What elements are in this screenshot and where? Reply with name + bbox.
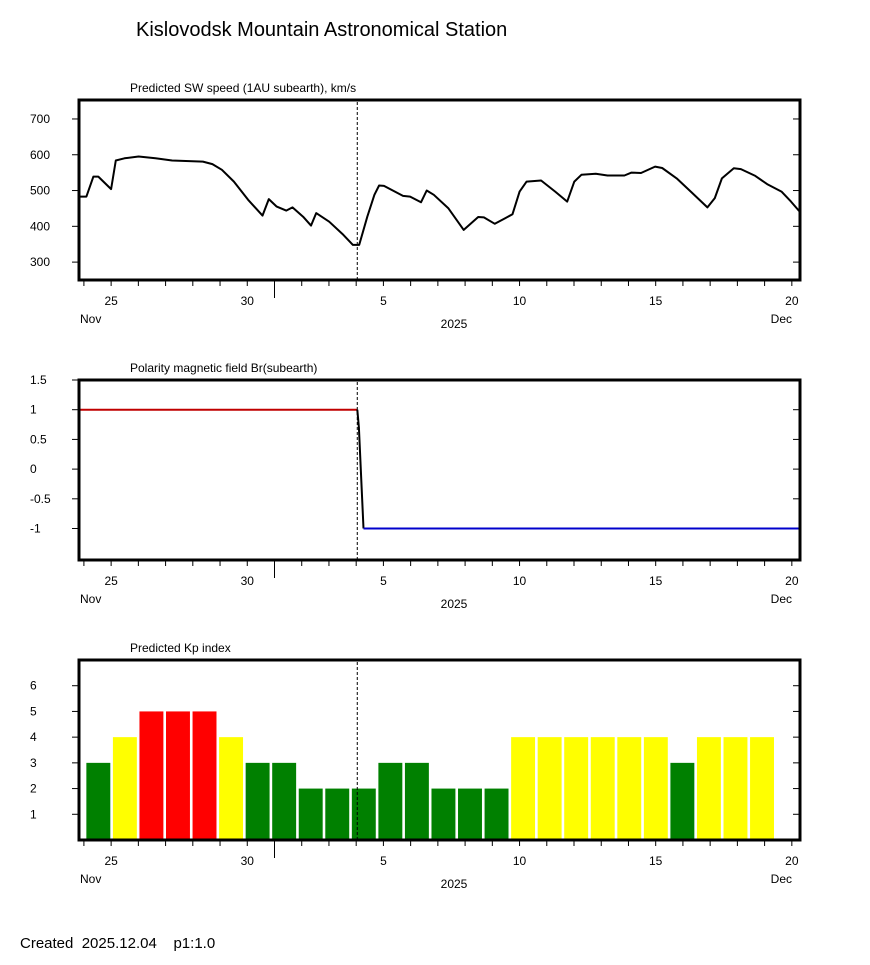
- kp-bar: [86, 762, 111, 840]
- x-tick-label: 5: [380, 574, 387, 588]
- y-tick-label: 700: [30, 112, 50, 126]
- x-tick-label: 20: [785, 854, 799, 868]
- x-tick-label: 15: [649, 854, 663, 868]
- kp-bar: [325, 788, 350, 840]
- kp-bar: [458, 788, 482, 840]
- kp-bar: [192, 711, 217, 840]
- y-tick-label: 500: [30, 184, 50, 198]
- x-tick-label: 25: [104, 294, 118, 308]
- series-line-transition: [356, 409, 365, 529]
- x-tick-label: 10: [513, 574, 527, 588]
- plot-frame: [77, 378, 802, 562]
- kp-bar: [723, 737, 748, 840]
- y-tick-label: -0.5: [30, 492, 51, 506]
- y-tick-label: 0: [30, 462, 37, 476]
- y-tick-label: -1: [30, 522, 41, 536]
- x-tick-label: 30: [241, 854, 255, 868]
- plot-frame: [77, 658, 802, 842]
- year-label: 2025: [441, 877, 468, 891]
- kp-bar: [537, 737, 562, 840]
- kp-bar: [139, 711, 164, 840]
- kp-bar: [219, 737, 244, 840]
- x-tick-label: 5: [380, 854, 387, 868]
- panel-title: Predicted Kp index: [130, 641, 231, 655]
- x-tick-label: 25: [104, 854, 118, 868]
- month-label-right: Dec: [771, 592, 792, 606]
- y-tick-label: 400: [30, 219, 50, 233]
- panel-title: Predicted SW speed (1AU subearth), km/s: [130, 81, 356, 95]
- month-label-left: Nov: [80, 592, 101, 606]
- y-tick-label: 5: [30, 704, 37, 718]
- x-tick-label: 30: [241, 294, 255, 308]
- x-tick-label: 5: [380, 294, 387, 308]
- y-tick-label: 6: [30, 679, 37, 693]
- y-tick-label: 2: [30, 782, 37, 796]
- kp-bar: [298, 788, 323, 840]
- kp-bar: [511, 737, 536, 840]
- y-tick-label: 1.5: [30, 373, 47, 387]
- kp-bar: [378, 762, 403, 840]
- kp-bar: [564, 737, 589, 840]
- month-label-left: Nov: [80, 872, 101, 886]
- kp-bar: [484, 788, 509, 840]
- created-label: Created: [20, 935, 74, 952]
- kp-bar: [431, 788, 456, 840]
- x-tick-label: 25: [104, 574, 118, 588]
- page-title: Kislovodsk Mountain Astronomical Station: [136, 19, 508, 41]
- kp-bar: [643, 737, 668, 840]
- kp-bar: [245, 762, 270, 840]
- x-tick-label: 20: [785, 294, 799, 308]
- x-tick-label: 15: [649, 294, 663, 308]
- x-tick-label: 15: [649, 574, 663, 588]
- kp-bar: [272, 762, 297, 840]
- kp-bar: [670, 762, 695, 840]
- x-tick-label: 10: [513, 294, 527, 308]
- y-tick-label: 3: [30, 756, 37, 770]
- kp-bar: [617, 737, 642, 840]
- y-tick-label: 600: [30, 148, 50, 162]
- y-tick-label: 300: [30, 255, 50, 269]
- kp-bar: [404, 762, 429, 840]
- page-info: p1:1.0: [173, 935, 216, 952]
- y-tick-label: 4: [30, 730, 37, 744]
- kp-bar: [166, 711, 190, 840]
- series-line-sw-speed: [79, 155, 801, 246]
- created-date: 2025.12.04: [81, 935, 157, 952]
- x-tick-label: 20: [785, 574, 799, 588]
- kp-bar: [351, 788, 376, 840]
- year-label: 2025: [441, 597, 468, 611]
- month-label-right: Dec: [771, 872, 792, 886]
- panel-title: Polarity magnetic field Br(subearth): [130, 361, 317, 375]
- x-tick-label: 30: [241, 574, 255, 588]
- y-tick-label: 1: [30, 403, 37, 417]
- footer: Created 2025.12.04 p1:1.0: [20, 935, 215, 952]
- kp-bar: [112, 737, 137, 840]
- month-label-right: Dec: [771, 312, 792, 326]
- kp-bar: [590, 737, 615, 840]
- year-label: 2025: [441, 317, 468, 331]
- kp-bar: [750, 737, 774, 840]
- month-label-left: Nov: [80, 312, 101, 326]
- kp-bar: [696, 737, 721, 840]
- plot-frame: [77, 98, 802, 282]
- x-tick-label: 10: [513, 854, 527, 868]
- y-tick-label: 0.5: [30, 432, 47, 446]
- y-tick-label: 1: [30, 807, 37, 821]
